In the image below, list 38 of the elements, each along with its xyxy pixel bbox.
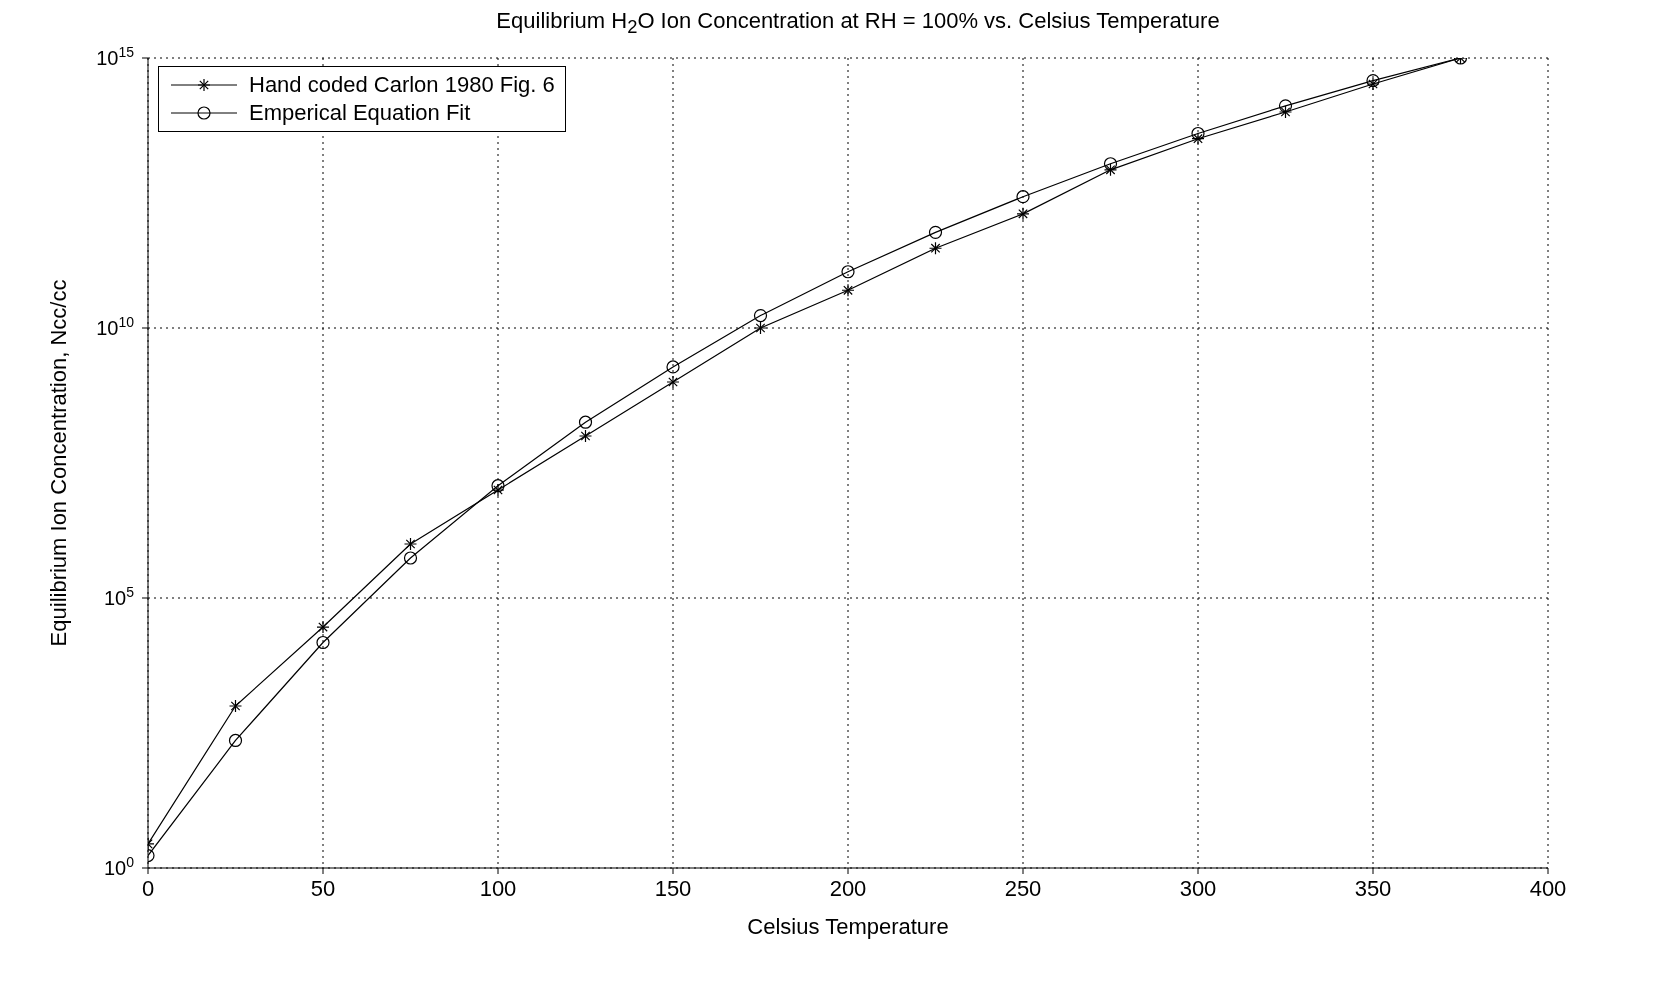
- x-tick-label: 0: [141, 876, 155, 901]
- point: [928, 225, 943, 239]
- point: [578, 415, 593, 429]
- point: [1016, 190, 1030, 204]
- point: [928, 241, 943, 255]
- x-tick-label: 50: [310, 876, 336, 901]
- point: [1278, 99, 1293, 113]
- point: [1278, 105, 1293, 119]
- point: [1103, 163, 1118, 177]
- point: [403, 537, 418, 551]
- x-tick-label: 350: [1354, 876, 1392, 901]
- point: [228, 733, 243, 748]
- x-tick-label: 100: [479, 876, 517, 901]
- chart-title: Equilibrium H$_{2}$O Ion Concentration at RH = 100% vs. Celsius Temperature: [495, 8, 1221, 38]
- legend-label: Emperical Equation Fit: [249, 99, 471, 127]
- point: [666, 360, 680, 374]
- point: [578, 429, 593, 443]
- y-axis-title: Equilibrium Ion Concentration, Ncc/cc: [45, 279, 71, 647]
- point: [403, 551, 418, 565]
- x-tick-label: 300: [1179, 876, 1217, 901]
- y-tick-label: 10$^{5}$: [103, 584, 135, 609]
- legend-label: Hand coded Carlon 1980 Fig. 6: [249, 71, 555, 99]
- point: [1191, 126, 1205, 141]
- point: [841, 265, 855, 279]
- point: [491, 479, 505, 493]
- point: [316, 635, 330, 650]
- x-tick-label: 150: [654, 876, 692, 901]
- point: [753, 321, 768, 335]
- x-axis-title: Celsius Temperature: [747, 914, 949, 939]
- x-tick-label: 250: [1004, 876, 1042, 901]
- y-tick-label: 10$^{0}$: [103, 854, 135, 879]
- y-tick-label: 10$^{10}$: [96, 314, 135, 339]
- point: [753, 308, 768, 323]
- x-tick-label: 200: [829, 876, 867, 901]
- y-tick-label: 10$^{15}$: [96, 44, 135, 69]
- x-tick-label: 400: [1529, 876, 1567, 901]
- point: [1103, 157, 1118, 171]
- point: [228, 699, 243, 713]
